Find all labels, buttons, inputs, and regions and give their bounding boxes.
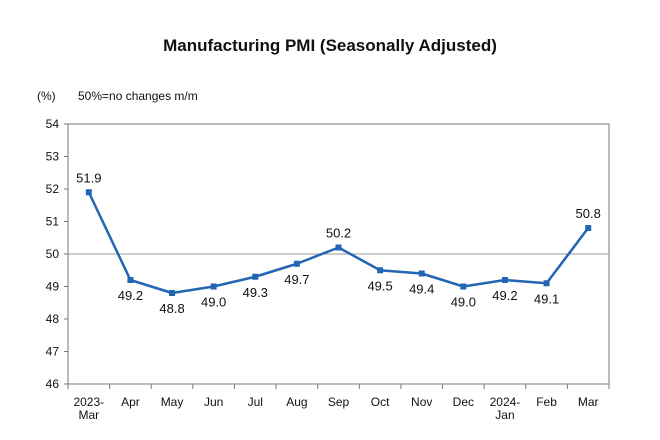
y-tick-label: 46 xyxy=(46,377,60,391)
data-labels: 51.9 49.2 48.8 49.0 49.3 49.7 50.2 49.5 49.4 49.0… xyxy=(76,170,601,316)
data-label: 48.8 xyxy=(159,301,184,316)
data-point-marker xyxy=(169,290,176,296)
x-tick-label: Oct xyxy=(371,395,390,409)
data-label: 50.2 xyxy=(326,226,351,241)
data-point-marker xyxy=(543,280,550,287)
y-tick-label: 48 xyxy=(46,312,60,326)
x-tick-label: Nov xyxy=(411,395,432,409)
x-tick-label: 2024-Jan xyxy=(490,395,521,422)
x-tick-label: May xyxy=(161,395,184,409)
series-line-pmi xyxy=(87,191,590,295)
y-tick-label: 50 xyxy=(46,247,60,261)
data-point-marker xyxy=(460,283,467,290)
x-tick-label: Jun xyxy=(204,395,223,409)
chart-note: 50%=no changes m/m xyxy=(78,89,198,103)
data-label: 49.7 xyxy=(284,272,309,287)
data-point-marker xyxy=(293,260,300,267)
data-point-marker xyxy=(501,277,508,283)
data-point-marker xyxy=(127,277,134,283)
data-label: 49.3 xyxy=(243,285,268,300)
x-tick-label: Dec xyxy=(453,395,474,409)
x-tick-label: Apr xyxy=(121,395,140,409)
data-label: 49.0 xyxy=(201,295,226,310)
data-label: 49.4 xyxy=(409,282,434,297)
y-tick-label: 52 xyxy=(46,182,60,196)
data-point-marker xyxy=(335,244,342,251)
data-label: 49.2 xyxy=(492,288,517,303)
x-tick-label: Sep xyxy=(328,395,350,409)
y-tick-label: 54 xyxy=(46,117,60,131)
x-tick-label: Jul xyxy=(248,395,263,409)
data-point-marker xyxy=(85,189,92,196)
x-tick-label: Aug xyxy=(286,395,307,409)
x-axis: 2023-Mar Apr May Jun Jul Aug Sep Oct Nov Dec 2024-… xyxy=(67,384,610,422)
data-label: 50.8 xyxy=(576,206,601,221)
y-tick-label: 53 xyxy=(46,150,60,164)
x-tick-label: 2023-Mar xyxy=(73,395,104,422)
data-label: 51.9 xyxy=(76,170,101,185)
data-point-marker xyxy=(210,283,217,290)
data-point-marker xyxy=(377,267,384,274)
x-tick-label: Feb xyxy=(536,395,557,409)
data-markers xyxy=(85,189,592,296)
y-tick-label: 51 xyxy=(46,215,60,229)
data-label: 49.1 xyxy=(534,291,559,306)
y-axis: 46 47 48 49 50 51 52 53 54 xyxy=(46,117,68,391)
data-point-marker xyxy=(418,270,425,277)
y-tick-label: 47 xyxy=(46,345,60,359)
data-label: 49.2 xyxy=(118,288,143,303)
data-point-marker xyxy=(252,273,259,280)
data-label: 49.5 xyxy=(367,278,392,293)
data-label: 49.0 xyxy=(451,295,476,310)
y-tick-label: 49 xyxy=(46,280,60,294)
y-unit-label: (%) xyxy=(37,89,56,103)
chart-title: Manufacturing PMI (Seasonally Adjusted) xyxy=(163,36,497,55)
x-tick-label: Mar xyxy=(578,395,599,409)
data-point-marker xyxy=(585,225,592,231)
